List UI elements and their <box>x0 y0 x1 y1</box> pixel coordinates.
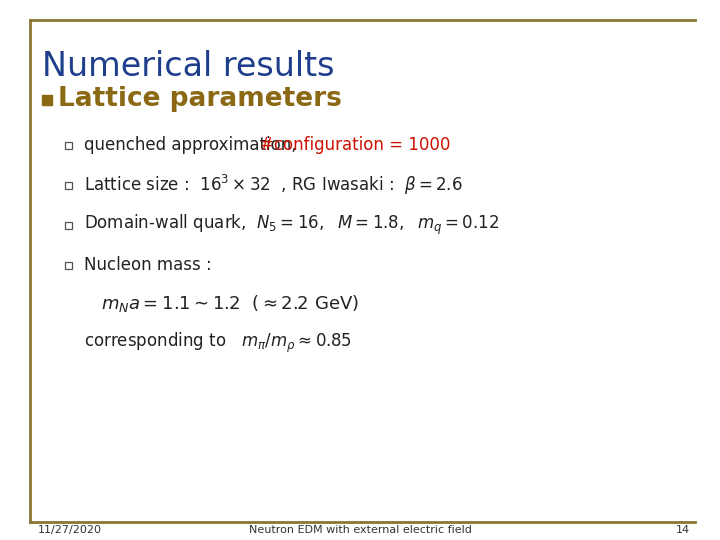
Text: Lattice parameters: Lattice parameters <box>58 86 342 112</box>
Bar <box>65 261 71 268</box>
Text: Lattice size :  $16^3 \times 32$  , RG Iwasaki :  $\beta = 2.6$: Lattice size : $16^3 \times 32$ , RG Iwa… <box>84 173 463 197</box>
Text: #configuration = 1000: #configuration = 1000 <box>260 136 451 154</box>
Bar <box>42 95 52 105</box>
Bar <box>65 221 71 228</box>
Text: Domain-wall quark,  $N_5 = 16,$  $M = 1.8,$  $m_q = 0.12$: Domain-wall quark, $N_5 = 16,$ $M = 1.8,… <box>84 213 499 237</box>
Text: Neutron EDM with external electric field: Neutron EDM with external electric field <box>248 525 472 535</box>
Text: 14: 14 <box>676 525 690 535</box>
Text: quenched approximation,: quenched approximation, <box>84 136 302 154</box>
Text: $m_N a = 1.1 \sim 1.2 \ \ (\approx 2.2\ \mathrm{GeV})$: $m_N a = 1.1 \sim 1.2 \ \ (\approx 2.2\ … <box>101 293 359 314</box>
Bar <box>65 141 71 149</box>
Text: Numerical results: Numerical results <box>42 50 335 83</box>
Text: Nucleon mass :: Nucleon mass : <box>84 256 212 274</box>
Bar <box>65 181 71 188</box>
Text: corresponding to   $m_\pi / m_\rho \approx 0.85$: corresponding to $m_\pi / m_\rho \approx… <box>84 331 352 355</box>
Text: 11/27/2020: 11/27/2020 <box>38 525 102 535</box>
